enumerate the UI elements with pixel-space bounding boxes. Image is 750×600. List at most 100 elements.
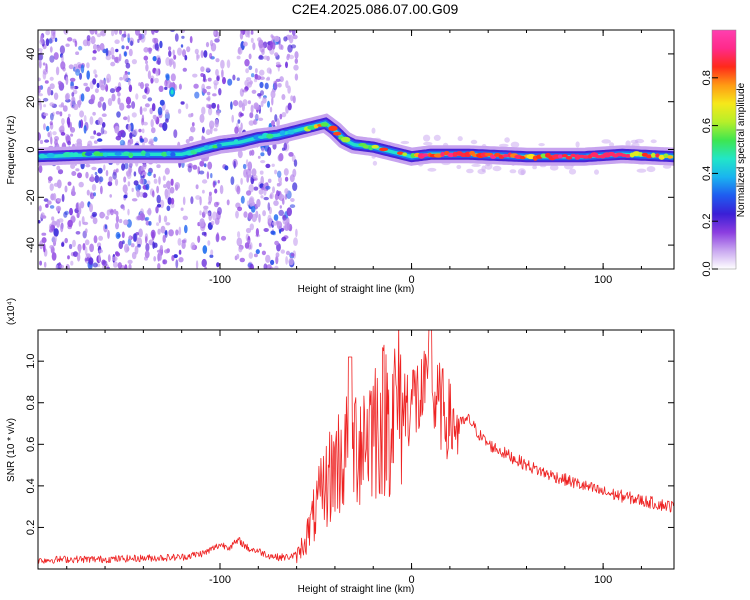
ridge-amplitude-cell: [328, 125, 338, 131]
heatmap-noise-cell: [177, 238, 182, 246]
heatmap-halo-cell: [594, 169, 599, 175]
heatmap-noise-cell: [195, 184, 199, 190]
x-tick-label: -100: [209, 574, 231, 586]
heatmap-noise-cell: [279, 113, 283, 120]
heatmap-noise-cell: [233, 100, 239, 107]
heatmap-noise-cell: [38, 165, 43, 174]
heatmap-noise-cell: [94, 175, 100, 183]
heatmap-noise-cell: [248, 252, 253, 259]
snr-frame: [37, 329, 675, 570]
ridge-amplitude-cell: [624, 154, 632, 158]
heatmap-noise-cell: [105, 55, 112, 61]
heatmap-noise-cell: [55, 264, 59, 269]
heatmap-noise-cell: [217, 103, 220, 111]
heatmap-noise-cell: [191, 122, 195, 127]
heatmap-noise-cell: [203, 208, 208, 215]
heatmap-noise-cell: [230, 176, 235, 186]
ridge-amplitude-cell: [663, 153, 669, 159]
heatmap-noise-cell: [206, 103, 210, 108]
heatmap-noise-cell: [154, 77, 159, 84]
heatmap-noise-cell: [243, 41, 248, 47]
heatmap-noise-cell: [50, 193, 55, 201]
heatmap-noise-cell: [109, 209, 114, 216]
heatmap-noise-cell: [155, 206, 159, 214]
heatmap-noise-cell: [274, 52, 279, 57]
heatmap-noise-cell: [250, 37, 254, 44]
heatmap-noise-cell: [246, 175, 250, 183]
heatmap-noise-cell: [286, 55, 290, 61]
heatmap-noise-cell: [290, 95, 294, 102]
heatmap-noise-cell: [190, 242, 196, 251]
x-tick-label: 0: [408, 574, 414, 586]
heatmap-noise-cell: [210, 42, 217, 52]
heatmap-noise-cell: [263, 55, 269, 60]
heatmap-halo-cell: [471, 163, 481, 167]
ridge-amplitude-cell: [38, 153, 46, 159]
heatmap-noise-cell: [259, 170, 264, 175]
colorbar-tick-label: 0.4: [701, 166, 713, 181]
heatmap-noise-cell: [144, 83, 150, 87]
heatmap-noise-cell: [92, 111, 96, 116]
heatmap-noise-cell: [135, 232, 139, 236]
heatmap-halo-cell: [650, 139, 657, 144]
heatmap-noise-cell: [83, 115, 87, 123]
heatmap-noise-cell: [236, 253, 240, 260]
heatmap-noise-cell: [182, 49, 186, 58]
ridge-amplitude-cell: [397, 151, 404, 155]
heatmap-noise-cell: [68, 64, 74, 70]
heatmap-noise-cell: [220, 59, 225, 69]
heatmap-noise-cell: [160, 225, 166, 234]
heatmap-noise-cell: [177, 47, 182, 56]
heatmap-noise-cell: [190, 126, 196, 133]
heatmap-noise-cell: [145, 236, 148, 244]
heatmap-noise-cell: [147, 97, 153, 102]
heatmap-noise-cell: [182, 67, 187, 72]
heatmap-noise-cell: [267, 146, 272, 156]
heatmap-noise-cell: [135, 183, 141, 192]
heatmap-noise-cell: [203, 205, 209, 210]
heatmap-noise-cell: [208, 107, 213, 116]
heatmap-noise-cell: [236, 237, 243, 247]
heatmap-noise-cell: [159, 40, 163, 49]
heatmap-noise-cell: [242, 89, 248, 93]
heatmap-noise-cell: [242, 163, 247, 170]
heatmap-noise-cell: [127, 33, 130, 38]
heatmap-noise-cell: [72, 239, 76, 248]
heatmap-noise-cell: [97, 138, 103, 142]
heatmap-noise-cell: [265, 185, 271, 190]
heatmap-noise-cell: [215, 58, 220, 63]
heatmap-halo-cell: [400, 140, 410, 145]
heatmap-noise-cell: [76, 138, 82, 145]
heatmap-noise-cell: [66, 116, 71, 126]
heatmap-noise-cell: [145, 243, 150, 252]
heatmap-noise-cell: [274, 240, 279, 246]
heatmap-noise-cell: [141, 128, 145, 134]
heatmap-noise-cell: [269, 194, 273, 199]
heatmap-noise-cell: [212, 211, 217, 221]
heatmap-noise-cell: [111, 55, 115, 60]
heatmap-noise-cell: [50, 112, 54, 121]
heatmap-noise-cell: [89, 203, 93, 213]
heatmap-noise-cell: [150, 119, 154, 128]
heatmap-noise-cell: [97, 167, 103, 174]
heatmap-halo-cell: [575, 141, 580, 148]
heatmap-noise-cell: [80, 201, 85, 209]
heatmap-noise-cell: [55, 205, 62, 212]
heatmap-noise-cell: [217, 207, 222, 215]
heatmap-noise-cell: [60, 132, 66, 136]
heatmap-noise-cell: [110, 61, 116, 67]
heatmap-noise-cell: [257, 155, 261, 159]
heatmap-noise-cell: [38, 132, 41, 141]
heatmap-noise-cell: [294, 51, 299, 59]
heatmap-noise-cell: [70, 163, 76, 169]
heatmap-noise-cell: [144, 256, 148, 261]
heatmap-noise-cell: [70, 260, 74, 266]
heatmap-noise-cell: [59, 264, 64, 269]
heatmap-noise-cell: [136, 215, 142, 221]
heatmap-noise-cell: [237, 231, 241, 238]
heatmap-noise-cell: [273, 80, 278, 91]
heatmap-noise-cell: [143, 55, 149, 61]
heatmap-noise-cell: [244, 59, 250, 67]
heatmap-noise-cell: [107, 98, 113, 106]
ridge-amplitude-cell: [371, 144, 379, 149]
